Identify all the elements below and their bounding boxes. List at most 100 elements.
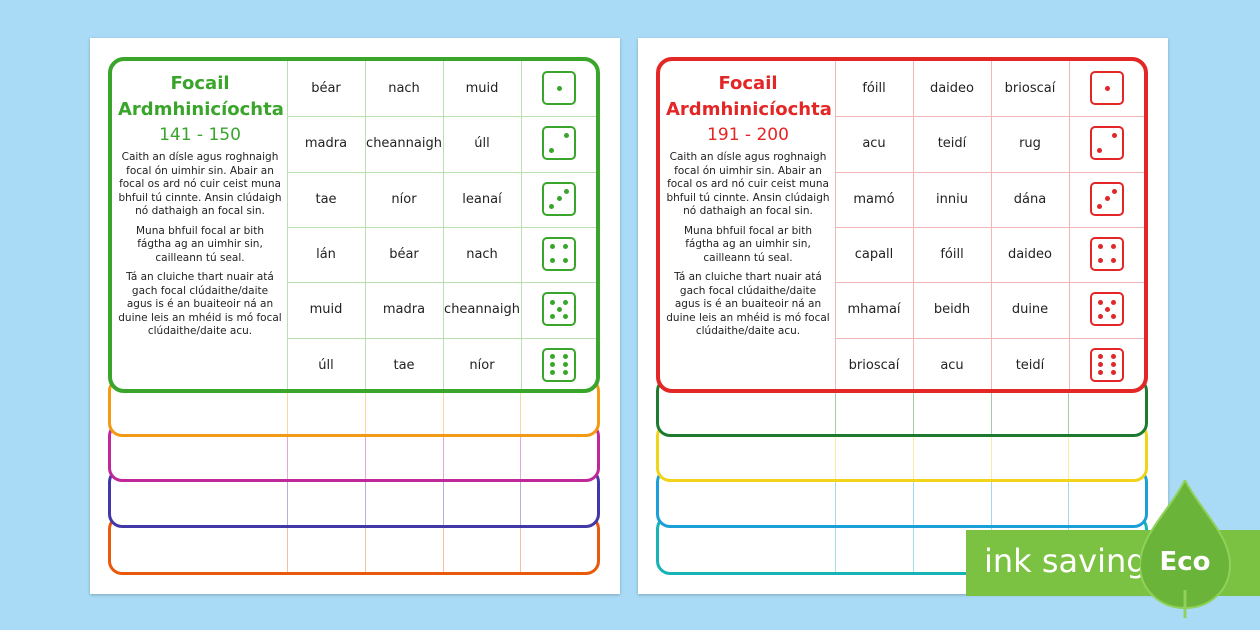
pip <box>556 196 562 202</box>
grid-line <box>520 471 521 528</box>
grid-line <box>287 425 288 482</box>
pip <box>563 370 569 376</box>
word-cell: leanaí <box>462 191 502 207</box>
pip <box>1097 353 1103 359</box>
eco-leaf: Eco <box>1140 480 1232 618</box>
word-cell: madra <box>304 136 348 152</box>
grid-line <box>913 61 914 389</box>
word-cell: lán <box>316 247 336 263</box>
word-cell: teidí <box>937 136 967 152</box>
grid-line <box>835 337 1144 339</box>
grid-line <box>365 518 366 575</box>
pip <box>1097 313 1103 319</box>
word-cell: tae <box>315 191 337 207</box>
pip <box>1097 299 1103 305</box>
card-range: 191 - 200 <box>707 125 789 145</box>
grid-line <box>365 61 366 389</box>
card: Focail Ardmhinicíochta 141 - 150 Caith an … <box>108 57 600 393</box>
pip <box>1097 258 1103 264</box>
grid-line <box>520 518 521 575</box>
card-range: 141 - 150 <box>159 125 241 145</box>
word-cell: brioscaí <box>1004 81 1056 97</box>
pip <box>563 244 569 250</box>
grid-line <box>835 171 1144 173</box>
pip <box>1097 370 1103 376</box>
die <box>542 347 576 382</box>
pip <box>1111 353 1117 359</box>
word-cell: mamó <box>853 191 895 207</box>
pip <box>563 353 569 359</box>
instructions: Caith an dísle agus roghnaigh focal ón u… <box>118 151 282 217</box>
word-cell: béar <box>389 247 419 263</box>
pip <box>549 370 555 376</box>
pip <box>1112 188 1117 194</box>
die <box>1090 71 1124 105</box>
pip <box>1097 203 1102 209</box>
grid-line <box>835 471 836 528</box>
grid-line <box>520 380 521 437</box>
pip <box>563 313 569 319</box>
grid-line <box>443 425 444 482</box>
word-cell: inniu <box>936 191 968 207</box>
grid-line <box>835 226 1144 228</box>
die <box>542 236 576 271</box>
grid-line <box>287 471 288 528</box>
word-cell: tae <box>393 357 415 373</box>
pip <box>1097 148 1102 154</box>
word-cell: muid <box>309 302 343 318</box>
pip <box>549 203 554 209</box>
grid-line <box>991 471 992 528</box>
grid-line <box>1069 61 1070 389</box>
die <box>1090 292 1124 327</box>
die <box>542 292 576 327</box>
grid-line <box>520 425 521 482</box>
word-cell: brioscaí <box>848 357 900 373</box>
pip <box>549 258 555 264</box>
pip <box>1111 370 1117 376</box>
grid-line <box>913 380 914 437</box>
grid-line <box>443 380 444 437</box>
pip <box>564 133 569 139</box>
word-cell: mhamaí <box>847 302 901 318</box>
instructions: Muna bhfuil focal ar bith fágtha ag an u… <box>135 224 264 264</box>
grid-line <box>1068 425 1069 482</box>
grid-line <box>835 380 836 437</box>
grid-line <box>287 282 596 284</box>
die <box>1090 181 1124 216</box>
pip <box>563 258 569 264</box>
word-cell: rug <box>1019 136 1041 152</box>
grid-line <box>365 380 366 437</box>
grid-line <box>287 171 596 173</box>
pip <box>1111 299 1117 305</box>
pip <box>556 306 562 312</box>
die <box>542 181 576 216</box>
card: Focail Ardmhinicíochta 191 - 200 Caith an … <box>656 57 1148 393</box>
grid-line <box>835 518 836 575</box>
word-cell: capall <box>854 247 894 263</box>
grid-line <box>287 337 596 339</box>
die <box>1090 236 1124 271</box>
grid-line <box>365 471 366 528</box>
word-cell: nach <box>388 81 420 97</box>
word-cell: nach <box>466 247 498 263</box>
instructions: Tá an cluiche thart nuair atá gach focal… <box>666 271 830 337</box>
word-cell: cheannaigh <box>366 136 442 152</box>
grid-line <box>991 61 992 389</box>
instructions: Muna bhfuil focal ar bith fágtha ag an u… <box>683 224 812 264</box>
grid-line <box>913 518 914 575</box>
instructions: Tá an cluiche thart nuair atá gach focal… <box>118 271 282 337</box>
pip <box>564 188 569 194</box>
grid-line <box>365 425 366 482</box>
pip <box>1111 362 1117 367</box>
grid-line <box>835 61 836 389</box>
pip <box>1104 306 1110 312</box>
word-cell: daideo <box>929 81 975 97</box>
word-cell: fóill <box>940 247 964 263</box>
pip <box>1097 362 1103 367</box>
die <box>1090 126 1124 161</box>
pip <box>549 244 555 250</box>
pip <box>556 85 562 91</box>
pip <box>549 353 555 359</box>
word-cell: daideo <box>1007 247 1053 263</box>
grid-line <box>835 425 836 482</box>
